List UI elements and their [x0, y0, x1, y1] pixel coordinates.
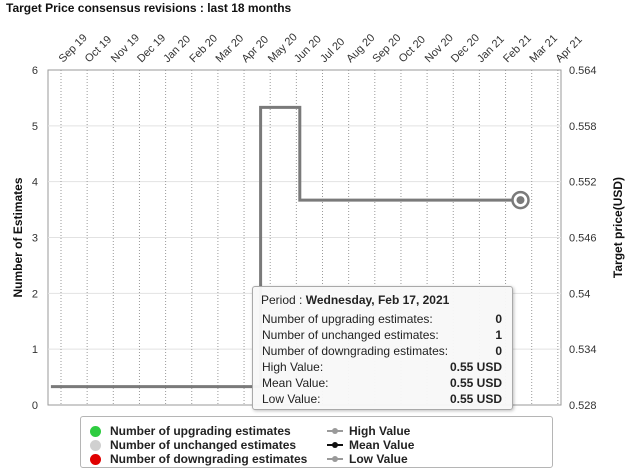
tooltip-row-label: Number of unchanged estimates: — [262, 328, 439, 342]
tooltip-row-label: Mean Value: — [262, 376, 329, 390]
y-left-tick-label: 0 — [32, 400, 38, 412]
tooltip-row-upgrading: Number of upgrading estimates: 0 — [261, 311, 504, 327]
legend-item-unchanged[interactable]: Number of unchanged estimates — [90, 438, 296, 452]
tooltip-row-value: 1 — [495, 328, 502, 342]
dashed-line-icon — [327, 440, 343, 450]
x-tick-label: Mar 20 — [214, 32, 247, 65]
x-tick-label: Jul 20 — [318, 36, 347, 65]
legend-label: Mean Value — [349, 438, 415, 452]
highlight-marker-dot — [516, 196, 525, 205]
x-tick-label: Sep 19 — [57, 32, 90, 65]
tooltip-row-label: Number of downgrading estimates: — [262, 344, 449, 358]
y-left-axis-title: Number of Estimates — [11, 177, 25, 297]
tooltip-row-label: Low Value: — [262, 392, 321, 406]
tooltip-row-value: 0.55 USD — [449, 376, 502, 390]
legend-item-high[interactable]: High Value — [327, 424, 410, 438]
y-right-tick-label: 0.546 — [569, 233, 597, 245]
y-right-tick-label: 0.534 — [569, 344, 597, 356]
tooltip-period-value: Wednesday, Feb 17, 2021 — [305, 293, 450, 307]
chart-title: Target Price consensus revisions : last … — [6, 1, 292, 15]
y-right-axis-title: Target price(USD) — [611, 177, 625, 278]
tooltip-row-high: High Value: 0.55 USD — [261, 359, 504, 375]
chart-legend: Number of upgrading estimates Number of … — [80, 416, 553, 468]
tooltip-row-value: 0.55 USD — [449, 360, 502, 374]
y-right-tick-label: 0.564 — [569, 65, 597, 77]
legend-label: Number of downgrading estimates — [110, 452, 308, 466]
legend-item-low[interactable]: Low Value — [327, 452, 408, 466]
y-right-tick-label: 0.54 — [569, 288, 590, 300]
gray-dot-icon — [90, 439, 101, 451]
dashed-line-icon — [327, 426, 343, 436]
tooltip-row-value: 0.55 USD — [449, 392, 502, 406]
tooltip-row-mean: Mean Value: 0.55 USD — [261, 375, 504, 391]
tooltip-row-value: 0 — [495, 344, 502, 358]
x-tick-label: Feb 20 — [187, 32, 220, 65]
legend-label: Number of unchanged estimates — [110, 438, 297, 452]
x-tick-label: Jan 21 — [475, 33, 507, 65]
x-tick-label: Dec 19 — [135, 32, 168, 65]
legend-item-downgrading[interactable]: Number of downgrading estimates — [90, 452, 307, 466]
y-right-tick-label: 0.552 — [569, 177, 597, 189]
tooltip-row-low: Low Value: 0.55 USD — [261, 391, 504, 407]
x-tick-label: Jan 20 — [161, 33, 193, 65]
y-right-tick-label: 0.528 — [569, 400, 597, 412]
tooltip-period-label: Period : — [261, 293, 306, 307]
tooltip-row-unchanged: Number of unchanged estimates: 1 — [261, 327, 504, 343]
x-tick-label: Nov 19 — [109, 32, 142, 65]
red-dot-icon — [90, 453, 101, 465]
x-tick-label: Apr 21 — [553, 34, 584, 65]
y-left-tick-label: 1 — [32, 344, 38, 356]
series-line-unchanged — [50, 105, 521, 389]
tooltip-row-label: High Value: — [262, 360, 324, 374]
x-tick-label: Aug 20 — [344, 32, 377, 65]
legend-item-mean[interactable]: Mean Value — [327, 438, 414, 452]
y-left-tick-label: 5 — [32, 121, 38, 133]
tooltip-row-downgrading: Number of downgrading estimates: 0 — [261, 343, 504, 359]
x-tick-label: Mar 21 — [527, 32, 560, 65]
tooltip-row-value: 0 — [495, 312, 502, 326]
x-tick-label: Dec 20 — [449, 32, 482, 65]
x-tick-label: Nov 20 — [423, 32, 456, 65]
green-dot-icon — [90, 425, 101, 437]
y-left-tick-label: 4 — [32, 177, 38, 189]
legend-item-upgrading[interactable]: Number of upgrading estimates — [90, 424, 291, 438]
legend-label: High Value — [349, 424, 411, 438]
legend-label: Number of upgrading estimates — [110, 424, 291, 438]
y-left-tick-label: 2 — [32, 288, 38, 300]
y-left-tick-label: 6 — [32, 65, 38, 77]
tooltip-row-label: Number of upgrading estimates: — [262, 312, 433, 326]
y-right-tick-label: 0.558 — [569, 121, 597, 133]
y-left-tick-label: 3 — [32, 233, 38, 245]
tooltip-period: Period : Wednesday, Feb 17, 2021 — [261, 293, 504, 307]
chart-tooltip: Period : Wednesday, Feb 17, 2021 Number … — [252, 286, 513, 410]
legend-label: Low Value — [349, 452, 408, 466]
x-tick-label: Feb 21 — [501, 32, 534, 65]
x-tick-label: Sep 20 — [370, 32, 403, 65]
x-tick-label: Apr 20 — [240, 34, 271, 65]
dashed-line-icon — [327, 454, 343, 464]
